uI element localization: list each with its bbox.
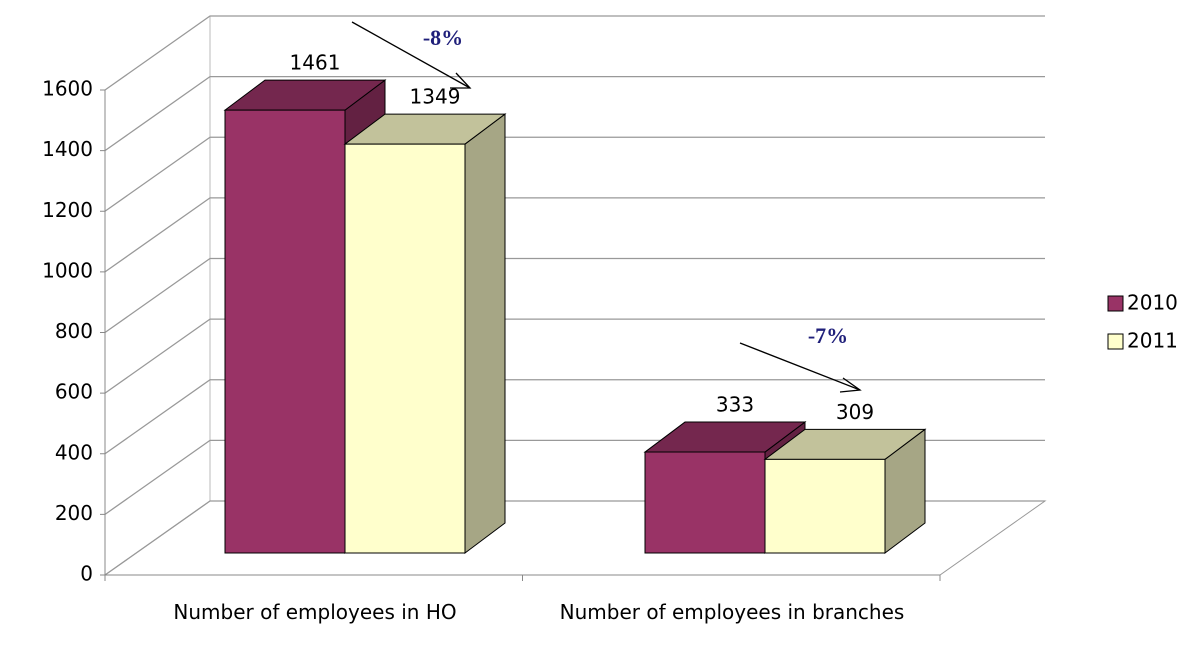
annotation: -7% <box>808 323 848 348</box>
arrow <box>351 21 471 89</box>
value-label: 1461 <box>290 51 341 75</box>
bar-front <box>224 109 346 554</box>
y-tick-label: 800 <box>55 319 93 343</box>
y-tick-label: 400 <box>55 440 93 464</box>
bar-front <box>344 143 466 554</box>
grid-line <box>104 197 1045 273</box>
x-tick-label: Number of employees in branches <box>559 600 905 624</box>
legend-label: 2011 <box>1127 329 1178 353</box>
y-tick-label: 1600 <box>42 77 93 101</box>
bar-front <box>764 458 886 554</box>
arrow <box>739 342 861 391</box>
arrow-head <box>839 377 862 393</box>
arrow-head <box>450 72 472 89</box>
bar-side <box>464 113 506 554</box>
grid-line <box>104 318 1045 394</box>
grid-line <box>104 379 1045 455</box>
grid-line <box>104 136 1045 212</box>
bar <box>343 113 507 554</box>
grid-line <box>104 257 1045 334</box>
y-tick-label: 1000 <box>42 258 93 282</box>
bar-front <box>644 451 766 554</box>
value-label: 333 <box>716 393 754 417</box>
y-tick-label: 1200 <box>42 198 93 222</box>
grid-line <box>104 15 1045 91</box>
y-tick-label: 200 <box>55 501 93 525</box>
y-tick-label: 1400 <box>42 137 93 161</box>
bar <box>763 428 927 554</box>
legend-label: 2010 <box>1127 291 1178 315</box>
y-tick-label: 600 <box>55 380 93 404</box>
annotation: -8% <box>423 25 463 50</box>
x-tick-label: Number of employees in HO <box>173 600 457 624</box>
legend-swatch <box>1107 333 1124 350</box>
y-tick-label: 0 <box>80 562 93 586</box>
value-label: 309 <box>836 400 874 424</box>
arrows <box>351 21 862 393</box>
legend-swatch <box>1107 295 1124 312</box>
grid-line <box>104 75 1045 152</box>
